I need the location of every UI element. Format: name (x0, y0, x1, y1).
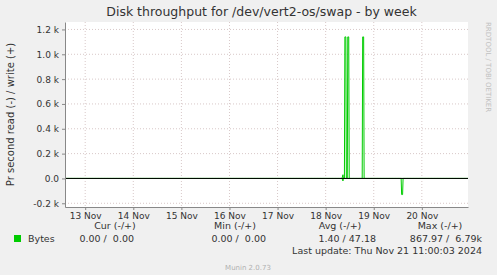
grid-line (277, 22, 278, 207)
x-tick-mark (229, 207, 230, 210)
x-tick-label: 15 Nov (166, 211, 199, 221)
y-tick-label: 0.4 k (37, 124, 60, 134)
x-tick-mark (85, 207, 86, 210)
x-tick-mark (374, 207, 375, 210)
grid-line (421, 22, 422, 207)
y-tick: 1.0 k (37, 50, 65, 60)
y-axis: -0.2 k 0.0 0.2 k 0.4 k 0.6 k 0.8 k 1.0 k 1.2 k (33, 23, 65, 209)
stats-value: 867.97 / 6.79k (410, 233, 483, 244)
x-tick-mark (326, 207, 327, 210)
legend-swatch (14, 235, 21, 242)
grid-line (65, 153, 468, 154)
x-tick: 19 Nov (358, 207, 391, 221)
grid-line (181, 22, 182, 207)
y-tick-mark (62, 154, 65, 155)
grid (65, 22, 468, 207)
watermark: RRDTOOL / TOBI OETIKER (484, 22, 492, 112)
grid-line (85, 22, 86, 207)
stats-header: Avg (-/+) (319, 220, 362, 231)
stats-header: Min (-/+) (214, 220, 256, 231)
series-line (65, 37, 468, 179)
y-tick-label: 0.0 (45, 174, 60, 184)
y-tick: 0.2 k (37, 149, 65, 159)
y-tick: 0.4 k (37, 124, 65, 134)
y-tick-mark (62, 54, 65, 55)
chart: -0.2 k 0.0 0.2 k 0.4 k 0.6 k 0.8 k 1.0 k 1.2 k 1… (0, 0, 497, 275)
y-axis-title: Pr second read (-) / write (+) (5, 43, 16, 186)
y-tick-label: 0.6 k (37, 99, 60, 109)
y-tick-label: 0.2 k (37, 149, 60, 159)
grid-line (325, 22, 326, 207)
x-tick-label: 19 Nov (358, 211, 391, 221)
background (0, 0, 497, 275)
x-axis-line (66, 207, 469, 208)
stats-value: 0.00 / 0.00 (79, 233, 134, 244)
grid-line (133, 22, 134, 207)
grid-line (65, 203, 468, 204)
series-group (65, 37, 468, 195)
stats-value: 0.00 / 0.00 (211, 233, 266, 244)
zero-rule (65, 178, 468, 179)
y-tick-label: -0.2 k (33, 199, 59, 209)
y-axis-line (65, 23, 66, 208)
x-tick: 15 Nov (166, 207, 199, 221)
y-tick-mark (62, 104, 65, 105)
legend-label: Bytes (28, 233, 55, 244)
y-tick-mark (62, 79, 65, 80)
y-tick: -0.2 k (33, 199, 65, 209)
grid-line (65, 178, 468, 179)
x-tick-label: 17 Nov (262, 211, 295, 221)
y-tick-label: 0.8 k (37, 74, 60, 84)
y-tick: 0.8 k (37, 74, 65, 84)
stats-header: Cur (-/+) (94, 220, 136, 231)
x-tick-mark (278, 207, 279, 210)
stats-header: Max (-/+) (418, 220, 463, 231)
x-tick-mark (422, 207, 423, 210)
y-tick-label: 1.0 k (37, 50, 60, 60)
grid-line (65, 29, 468, 30)
grid-line (229, 22, 230, 207)
x-tick-mark (133, 207, 134, 210)
y-tick-mark (62, 29, 65, 30)
footer: Munin 2.0.73 (225, 264, 271, 272)
stats-value: 1.40 / 47.18 (318, 233, 376, 244)
grid-line (65, 128, 468, 129)
x-tick-mark (181, 207, 182, 210)
y-tick-mark (62, 203, 65, 204)
title: Disk throughput for /dev/vert2-os/swap -… (106, 4, 417, 19)
y-tick-mark (62, 178, 65, 179)
grid-line (373, 22, 374, 207)
last-update: Last update: Thu Nov 21 11:00:03 2024 (292, 245, 482, 256)
grid-line (65, 103, 468, 104)
x-tick: 17 Nov (262, 207, 295, 221)
grid-line (65, 54, 468, 55)
y-tick-mark (62, 129, 65, 130)
y-tick: 0.6 k (37, 99, 65, 109)
plot-area (65, 22, 468, 207)
y-tick: 0.0 (45, 174, 65, 184)
grid-line (65, 79, 468, 80)
series-line (65, 178, 468, 194)
y-tick-label: 1.2 k (37, 25, 60, 35)
y-tick: 1.2 k (37, 25, 65, 35)
